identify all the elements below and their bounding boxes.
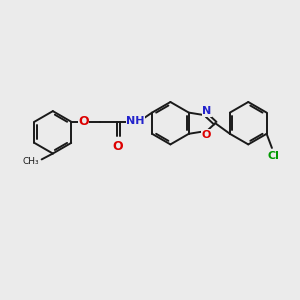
Text: N: N [202,106,212,116]
Text: CH₃: CH₃ [23,157,40,166]
Text: Cl: Cl [267,152,279,161]
Text: NH: NH [126,116,145,126]
Text: O: O [78,115,89,128]
Text: O: O [113,140,123,153]
Text: O: O [202,130,211,140]
